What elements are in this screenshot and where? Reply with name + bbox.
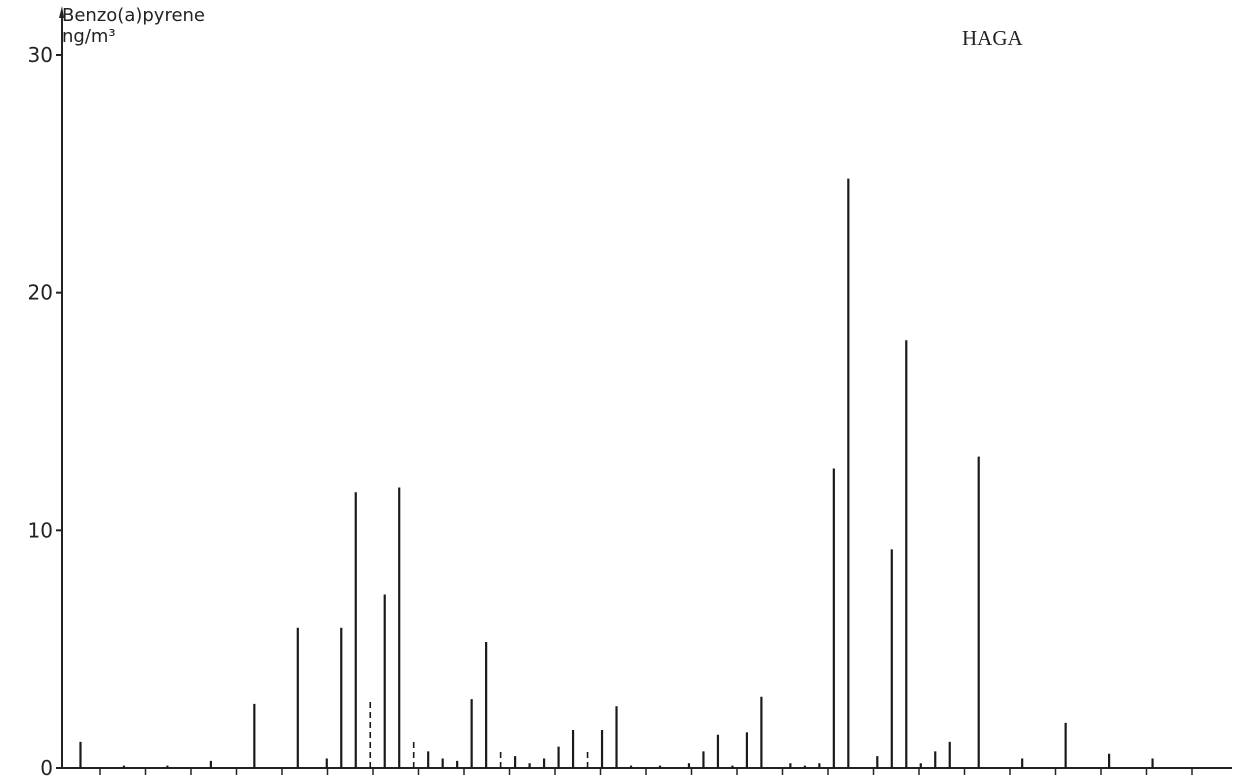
y-axis: 0 10 20 30 xyxy=(28,6,64,780)
y-tick-label: 30 xyxy=(28,43,53,67)
chart-title: HAGA xyxy=(962,26,1023,50)
y-axis-label-line2: ng/m³ xyxy=(62,26,116,47)
bars xyxy=(79,178,1154,768)
y-tick-label: 0 xyxy=(40,756,53,780)
y-axis-arrow-icon xyxy=(59,6,64,18)
y-tick-label: 10 xyxy=(28,518,53,542)
x-axis xyxy=(62,767,1232,775)
y-axis-label-line1: Benzo(a)pyrene xyxy=(62,5,205,26)
y-tick-label: 20 xyxy=(28,281,53,305)
